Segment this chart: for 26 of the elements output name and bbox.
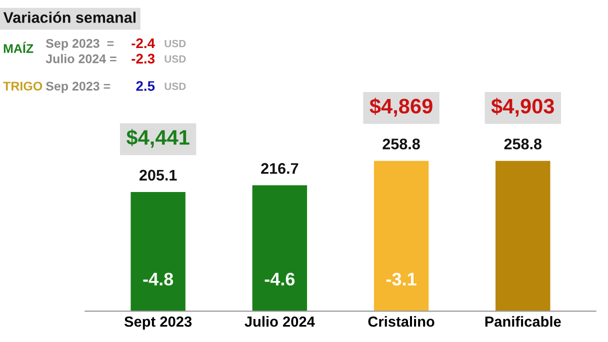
x-tick-label: Sept 2023 [124, 316, 192, 330]
text: USD [164, 82, 186, 90]
x-tick-label: Cristalino [368, 316, 434, 327]
text: 2.5 [136, 81, 155, 91]
annotation: -3.1 [386, 272, 416, 286]
text: Sep 2023 = [46, 38, 114, 50]
text: Sep 2023 = [46, 82, 110, 94]
data-label: 258.8 [382, 138, 420, 150]
text: -2.4 [132, 38, 155, 48]
text: Julio 2024 = [46, 54, 116, 64]
text: $4,903 [491, 98, 554, 117]
annotation: -4.6 [264, 272, 295, 286]
x-tick-label: Panificable [485, 316, 561, 327]
data-label: 216.7 [261, 163, 298, 174]
text: USD [164, 55, 186, 63]
text: USD [164, 40, 186, 48]
text: $4,869 [370, 98, 432, 117]
text: TRIGO [3, 82, 42, 91]
data-label: 205.1 [139, 170, 177, 181]
text: -2.3 [132, 54, 155, 64]
text: Variación semanal [3, 12, 136, 23]
x-tick-label: Julio 2024 [244, 316, 315, 327]
text: $4,441 [126, 129, 190, 148]
text: MAÍZ [4, 42, 34, 53]
data-label: 258.8 [504, 138, 542, 150]
annotation: -4.8 [143, 272, 174, 286]
